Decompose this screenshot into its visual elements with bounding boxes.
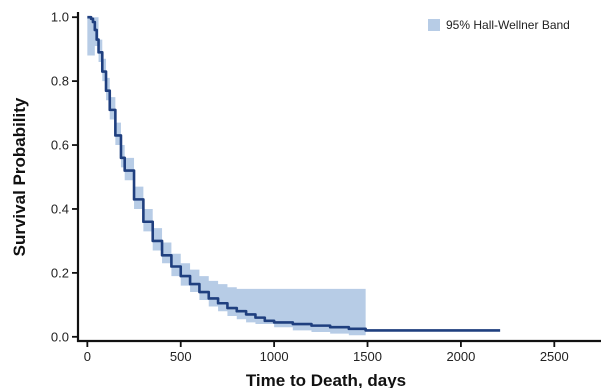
y-tick-label-0.8: 0.8 (51, 74, 69, 89)
legend: 95% Hall-Wellner Band (428, 18, 570, 32)
y-tick-label-1: 1.0 (51, 10, 69, 25)
hall-wellner-band (87, 17, 366, 337)
x-tick-label-500: 500 (170, 349, 192, 364)
survival-curve-layer (87, 15, 501, 332)
axes-layer: 0 500 1000 1500 2000 2500 0.0 0.2 0.4 0.6 0.8 1.0 (51, 10, 601, 364)
legend-swatch-hall-wellner-band (428, 19, 440, 31)
x-tick-label-0: 0 (84, 349, 91, 364)
x-tick-label-1000: 1000 (260, 349, 289, 364)
confidence-band-layer (87, 17, 366, 337)
survival-curve (87, 15, 501, 332)
y-axis-title: Survival Probability (10, 97, 29, 256)
y-tick-label-0.6: 0.6 (51, 138, 69, 153)
x-tick-label-1500: 1500 (353, 349, 382, 364)
y-tick-label-0: 0.0 (51, 329, 69, 344)
x-axis-title: Time to Death, days (246, 371, 406, 388)
y-tick-label-0.4: 0.4 (51, 201, 69, 216)
x-tick-label-2000: 2000 (446, 349, 475, 364)
x-tick-label-2500: 2500 (540, 349, 569, 364)
y-tick-label-0.2: 0.2 (51, 265, 69, 280)
legend-label-hall-wellner-band: 95% Hall-Wellner Band (446, 18, 570, 32)
